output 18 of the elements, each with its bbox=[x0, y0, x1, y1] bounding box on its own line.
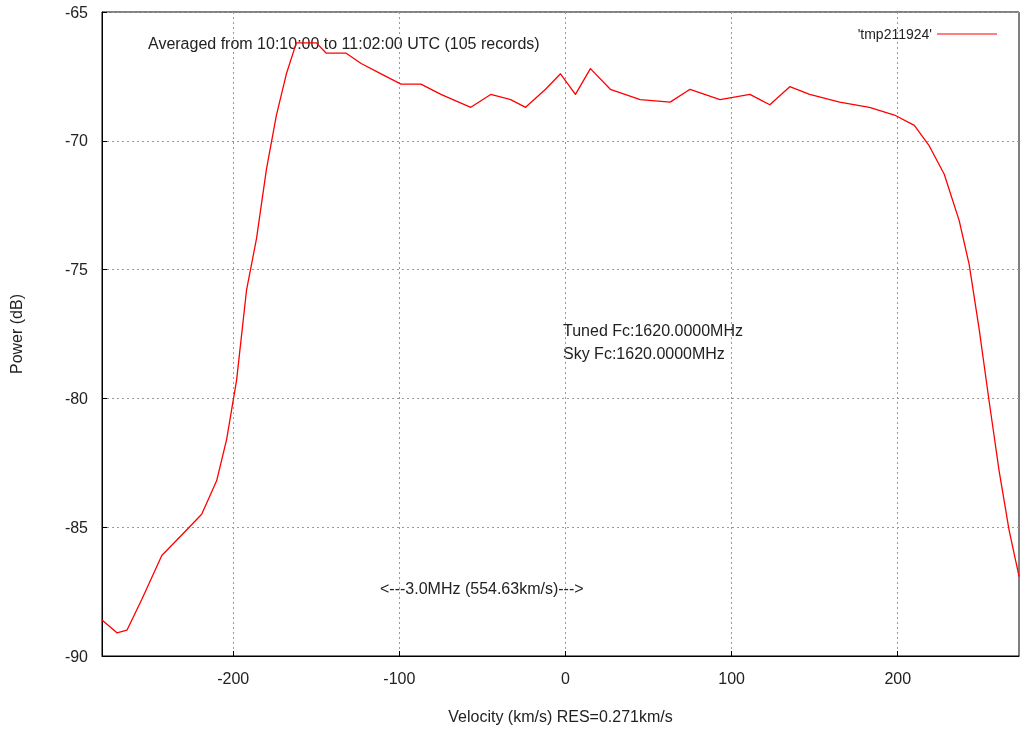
legend-label: 'tmp211924' bbox=[857, 26, 932, 42]
y-tick-label: -65 bbox=[64, 3, 89, 21]
annotation: Averaged from 10:10:00 to 11:02:00 UTC (105 records) bbox=[148, 34, 540, 52]
x-tick-label: 200 bbox=[884, 669, 912, 687]
x-tick-label: -100 bbox=[383, 669, 416, 687]
y-tick-label: -85 bbox=[64, 518, 89, 536]
x-axis-title: Velocity (km/s) RES=0.271km/s bbox=[448, 707, 673, 725]
y-tick-label: -75 bbox=[64, 261, 89, 279]
x-tick-label: -200 bbox=[217, 669, 250, 687]
y-tick-label: -80 bbox=[64, 389, 89, 407]
x-tick-label: 100 bbox=[718, 669, 746, 687]
y-axis-title: Power (dB) bbox=[7, 293, 25, 375]
y-tick-label: -90 bbox=[64, 647, 89, 665]
annotation: Tuned Fc:1620.0000MHz bbox=[563, 321, 743, 339]
x-tick-label: 0 bbox=[561, 669, 571, 687]
y-tick-label: -70 bbox=[64, 132, 89, 150]
annotation: Sky Fc:1620.0000MHz bbox=[563, 344, 725, 362]
annotation: <---3.0MHz (554.63km/s)---> bbox=[380, 579, 584, 597]
